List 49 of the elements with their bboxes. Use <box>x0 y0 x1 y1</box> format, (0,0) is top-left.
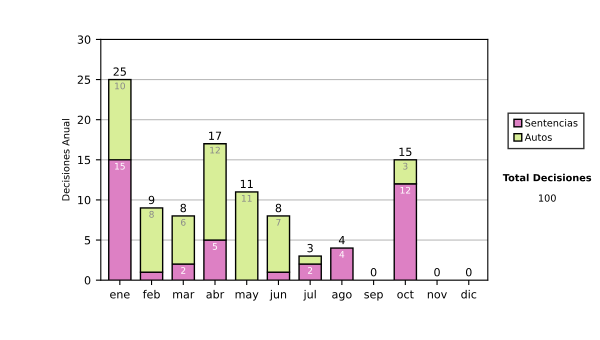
data-label: 5 <box>212 243 218 250</box>
data-label: 4 <box>339 251 344 258</box>
y-tick-label: 25 <box>78 76 90 84</box>
total-label: 15 <box>399 148 412 156</box>
x-tick-label: may <box>236 292 258 301</box>
total-label: 9 <box>148 196 154 204</box>
total-label: 11 <box>240 180 253 188</box>
total-label: 8 <box>276 204 282 212</box>
data-label: 3 <box>403 162 408 170</box>
y-tick-label: 0 <box>84 276 90 285</box>
y-tick-label: 30 <box>78 35 90 44</box>
data-label: 15 <box>115 162 125 170</box>
total-label: 0 <box>434 268 440 276</box>
x-tick-label: ene <box>110 292 130 298</box>
text: 100 <box>538 194 556 202</box>
data-label: 2 <box>181 267 186 274</box>
data-label: 7 <box>276 219 281 226</box>
x-tick-label: feb <box>142 290 160 298</box>
x-tick-label: oct <box>397 290 414 298</box>
total-label: 0 <box>370 268 376 276</box>
total-label: 17 <box>209 132 222 140</box>
data-label: 6 <box>181 218 186 226</box>
total-label: 25 <box>114 67 126 76</box>
x-tick-label: jul <box>303 290 316 301</box>
total-label: 3 <box>307 244 313 252</box>
data-label: 11 <box>242 194 252 202</box>
x-tick-label: sep <box>364 292 383 301</box>
total-label: 4 <box>338 236 345 244</box>
x-tick-label: ago <box>332 292 352 301</box>
y-tick-label: 5 <box>84 236 90 244</box>
y-tick-label: 15 <box>78 156 90 164</box>
x-tick-label: dic <box>461 290 476 298</box>
x-tick-label: mar <box>173 292 194 298</box>
total-label: 8 <box>180 204 186 212</box>
data-label: 10 <box>115 82 125 90</box>
x-tick-label: jun <box>270 290 286 301</box>
y-tick-label: 20 <box>78 116 90 124</box>
legend-label: Autos <box>524 134 552 141</box>
text: Total Decisiones <box>502 174 592 182</box>
y-tick-label: 10 <box>78 196 90 204</box>
y-axis-title: Decisiones Anual <box>62 119 70 200</box>
data-label: 8 <box>149 210 154 218</box>
x-tick-label: abr <box>206 290 224 298</box>
data-label: 2 <box>308 267 312 274</box>
data-label: 12 <box>210 146 220 154</box>
legend-label: Sentencias <box>525 119 578 127</box>
total-label: 0 <box>466 268 472 276</box>
x-tick-label: nov <box>428 292 447 298</box>
data-label: 12 <box>400 186 410 194</box>
